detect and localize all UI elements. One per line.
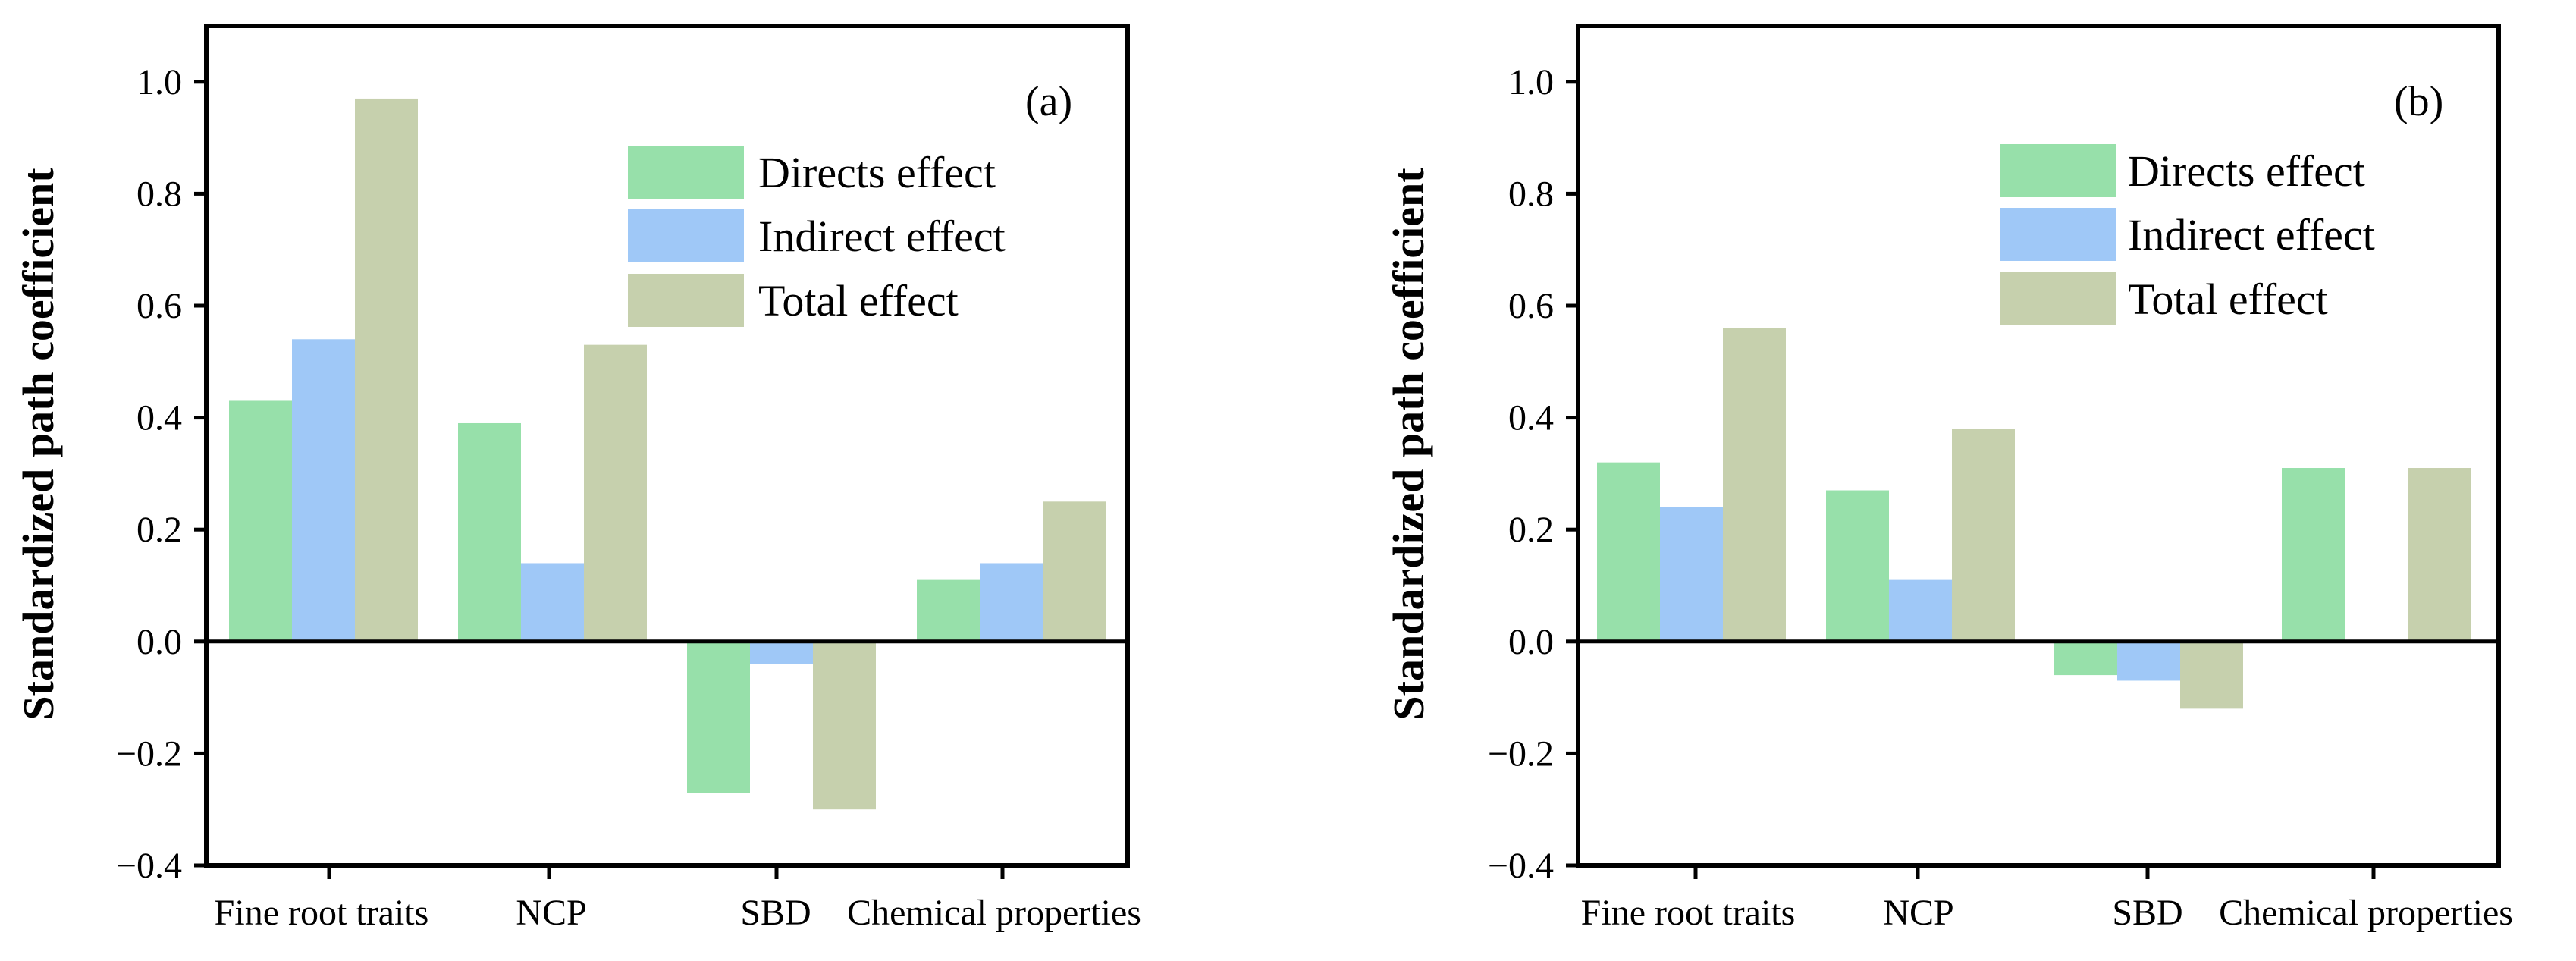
legend-swatch <box>2000 208 2116 261</box>
x-tick-label: Chemical properties <box>847 893 1141 933</box>
y-tick-label: 1.0 <box>1508 62 1554 102</box>
y-tick-label: −0.2 <box>116 733 182 774</box>
bar-directs-effect-sbd <box>2054 641 2117 676</box>
bar-indirect-effect-ncp <box>521 563 584 642</box>
panel-b: −0.4 −0.2 0.0 0.2 0.4 0.6 0.8 1.0 Fine root trai… <box>1384 24 2513 933</box>
bar-indirect-effect-ncp <box>1889 579 1952 642</box>
bar-directs-effect-fine-root-traits <box>229 400 292 642</box>
y-tick-label: 0.6 <box>1508 286 1554 326</box>
y-tick-label: 1.0 <box>136 62 182 102</box>
y-tick-label: 0.0 <box>1508 622 1554 662</box>
legend-label: Total effect <box>2128 275 2328 324</box>
bar-indirect-effect-sbd <box>750 641 813 664</box>
x-tick-label: SBD <box>2112 893 2182 933</box>
bar-total-effect-ncp <box>1952 429 2015 642</box>
y-tick-label: −0.4 <box>116 846 182 886</box>
legend-label: Indirect effect <box>758 212 1006 261</box>
bar-indirect-effect-chemical-properties <box>980 563 1043 642</box>
panel-a: −0.4 −0.2 0.0 0.2 0.4 0.6 0.8 1.0 Fine root trai… <box>14 24 1141 933</box>
legend-swatch <box>2000 272 2116 325</box>
y-tick-label: 0.0 <box>136 622 182 662</box>
y-tick-label: 0.8 <box>1508 174 1554 214</box>
plot-frame <box>204 24 1130 868</box>
x-tick-label: Fine root traits <box>215 893 429 933</box>
bar-directs-effect-chemical-properties <box>2282 468 2345 642</box>
bar-directs-effect-chemical-properties <box>917 579 980 642</box>
bar-indirect-effect-fine-root-traits <box>1660 507 1723 642</box>
bar-indirect-effect-fine-root-traits <box>292 339 355 642</box>
x-tick-label: Fine root traits <box>1581 893 1796 933</box>
bar-total-effect-fine-root-traits <box>1723 328 1786 642</box>
x-tick-label: NCP <box>1883 893 1953 933</box>
panel-label: (b) <box>2394 78 2443 125</box>
bar-directs-effect-ncp <box>458 422 521 642</box>
x-tick-label: SBD <box>740 893 811 933</box>
plot-frame <box>1576 24 2501 868</box>
y-axis-label: Standardized path coefficient <box>14 168 63 721</box>
legend-label: Indirect effect <box>2128 210 2375 259</box>
y-tick-label: −0.4 <box>1488 846 1554 886</box>
y-tick-label: 0.6 <box>136 286 182 326</box>
bar-directs-effect-fine-root-traits <box>1597 462 1660 642</box>
y-axis-label: Standardized path coefficient <box>1384 168 1433 721</box>
bar-directs-effect-ncp <box>1826 490 1889 642</box>
legend-swatch <box>2000 144 2116 197</box>
bar-total-effect-fine-root-traits <box>355 98 418 642</box>
x-tick-label: NCP <box>516 893 586 933</box>
y-tick-label: −0.2 <box>1488 733 1554 774</box>
y-tick-label: 0.4 <box>136 398 182 438</box>
legend-swatch <box>628 146 744 199</box>
bar-total-effect-ncp <box>584 344 647 642</box>
legend-label: Directs effect <box>758 148 996 197</box>
y-tick-label: 0.4 <box>1508 398 1554 438</box>
bar-indirect-effect-sbd <box>2117 641 2180 681</box>
y-tick-label: 0.2 <box>136 510 182 550</box>
bar-total-effect-sbd <box>2180 641 2243 709</box>
bar-total-effect-sbd <box>813 641 876 810</box>
legend-label: Total effect <box>758 276 959 325</box>
legend-label: Directs effect <box>2128 146 2365 196</box>
bar-total-effect-chemical-properties <box>2408 468 2471 642</box>
bar-directs-effect-sbd <box>687 641 750 793</box>
y-tick-label: 0.2 <box>1508 510 1554 550</box>
bar-total-effect-chemical-properties <box>1043 501 1106 642</box>
y-tick-label: 0.8 <box>136 174 182 214</box>
legend-swatch <box>628 209 744 262</box>
panel-label: (a) <box>1025 78 1072 125</box>
legend-swatch <box>628 274 744 327</box>
x-tick-label: Chemical properties <box>2219 893 2513 933</box>
